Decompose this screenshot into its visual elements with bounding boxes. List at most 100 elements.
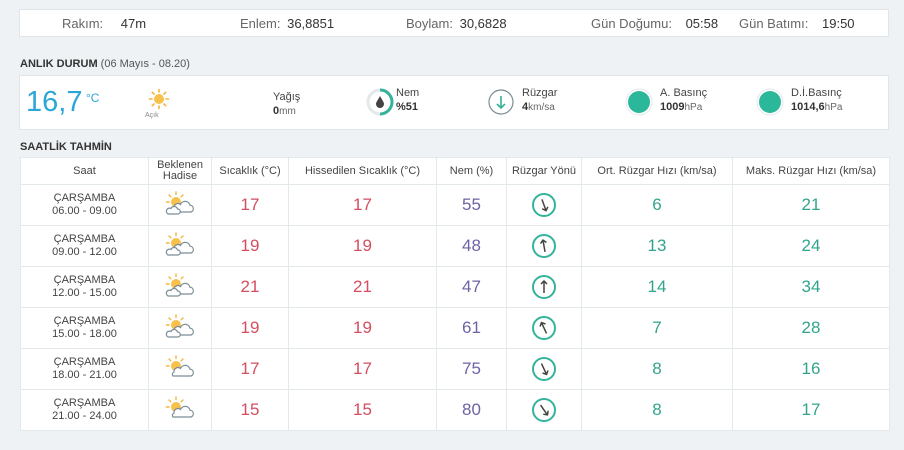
condition-cell bbox=[148, 266, 212, 308]
current-conditions-panel: 16,7 °C Açık Yağış 0mm Nem %51 Rüzgar 4k… bbox=[19, 75, 889, 130]
humidity-cell: 80 bbox=[436, 389, 507, 431]
humidity-cell: 48 bbox=[436, 225, 507, 267]
wind-label: Rüzgar bbox=[522, 87, 558, 99]
humidity-cell: 75 bbox=[436, 348, 507, 390]
day-label: ÇARŞAMBA bbox=[53, 397, 116, 409]
temperature-cell: 19 bbox=[211, 307, 289, 349]
sunset-value: 19:50 bbox=[822, 16, 855, 31]
altitude-value: 47m bbox=[120, 16, 147, 31]
header-time: Saat bbox=[20, 157, 149, 185]
longitude-info: Boylam: 30,6828 bbox=[406, 10, 507, 38]
longitude-value: 30,6828 bbox=[459, 16, 507, 31]
mostly-sunny-icon bbox=[165, 395, 194, 418]
temperature-cell: 19 bbox=[211, 225, 289, 267]
header-wind-direction: Rüzgar Yönü bbox=[506, 157, 582, 185]
table-row: ÇARŞAMBA 06.00 - 09.00 17 17 55 bbox=[20, 184, 890, 226]
location-info-bar: Rakım: 47m Enlem: 36,8851 Boylam: 30,682… bbox=[19, 9, 889, 37]
time-range: 21.00 - 24.00 bbox=[52, 410, 117, 422]
max-wind-cell: 21 bbox=[732, 184, 890, 226]
partly-cloudy-icon bbox=[165, 190, 194, 215]
table-row: ÇARŞAMBA 18.00 - 21.00 17 17 75 bbox=[20, 348, 890, 390]
feels-like-cell: 17 bbox=[288, 184, 437, 226]
wind-info: Rüzgar 4km/sa bbox=[522, 86, 557, 115]
header-feels-like: Hissedilen Sıcaklık (°C) bbox=[288, 157, 437, 185]
avg-wind-cell: 13 bbox=[581, 225, 733, 267]
time-cell: ÇARŞAMBA 09.00 - 12.00 bbox=[20, 225, 149, 267]
wind-direction-icon bbox=[488, 89, 514, 115]
time-cell: ÇARŞAMBA 18.00 - 21.00 bbox=[20, 348, 149, 390]
partly-cloudy-icon bbox=[165, 272, 194, 297]
feels-like-cell: 15 bbox=[288, 389, 437, 431]
wind-arrow-icon bbox=[540, 280, 548, 293]
latitude-label: Enlem: bbox=[240, 16, 281, 31]
sea-level-pressure-icon bbox=[756, 88, 784, 116]
wind-direction-cell bbox=[506, 266, 582, 308]
temperature-cell: 15 bbox=[211, 389, 289, 431]
max-wind-cell: 28 bbox=[732, 307, 890, 349]
sea-level-pressure-label: D.İ.Basınç bbox=[791, 87, 842, 99]
condition-cell bbox=[148, 307, 212, 349]
sunset-info: Gün Batımı: 19:50 bbox=[739, 10, 855, 38]
wind-direction-cell bbox=[506, 184, 582, 226]
avg-wind-cell: 8 bbox=[581, 389, 733, 431]
temperature-cell: 21 bbox=[211, 266, 289, 308]
wind-unit: km/sa bbox=[528, 102, 555, 113]
current-subtitle: (06 Mayıs - 08.20) bbox=[100, 58, 190, 70]
humidity-cell: 47 bbox=[436, 266, 507, 308]
max-wind-cell: 34 bbox=[732, 266, 890, 308]
condition-label: Açık bbox=[145, 112, 159, 119]
header-condition-line2: Hadise bbox=[162, 170, 198, 182]
wind-arrow-icon bbox=[540, 363, 549, 376]
max-wind-cell: 16 bbox=[732, 348, 890, 390]
humidity-cell: 55 bbox=[436, 184, 507, 226]
precipitation-label: Yağış bbox=[273, 91, 301, 103]
wind-direction-badge bbox=[532, 357, 556, 381]
header-humidity: Nem (%) bbox=[436, 157, 507, 185]
wind-arrow-icon bbox=[539, 321, 548, 334]
sunrise-info: Gün Doğumu: 05:58 bbox=[591, 10, 718, 38]
hourly-forecast-table: Saat Beklenen Hadise Sıcaklık (°C) Hissed… bbox=[20, 157, 890, 431]
table-row: ÇARŞAMBA 09.00 - 12.00 19 19 48 bbox=[20, 225, 890, 267]
day-label: ÇARŞAMBA bbox=[53, 233, 116, 245]
temperature-unit: °C bbox=[86, 91, 100, 105]
time-range: 06.00 - 09.00 bbox=[52, 205, 117, 217]
time-cell: ÇARŞAMBA 21.00 - 24.00 bbox=[20, 389, 149, 431]
table-row: ÇARŞAMBA 15.00 - 18.00 19 19 61 bbox=[20, 307, 890, 349]
wind-direction-cell bbox=[506, 307, 582, 349]
latitude-info: Enlem: 36,8851 bbox=[240, 10, 334, 38]
time-range: 12.00 - 15.00 bbox=[52, 287, 117, 299]
humidity-value: %51 bbox=[396, 101, 419, 113]
pressure-label: A. Basınç bbox=[660, 87, 708, 99]
table-row: ÇARŞAMBA 12.00 - 15.00 21 21 47 bbox=[20, 266, 890, 308]
sea-level-pressure-unit: hPa bbox=[824, 102, 843, 113]
altitude-info: Rakım: 47m bbox=[62, 10, 146, 38]
sun-icon bbox=[148, 88, 170, 110]
forecast-section-title: SAATLİK TAHMİN bbox=[20, 141, 112, 153]
wind-arrow-icon bbox=[539, 404, 549, 416]
table-row: ÇARŞAMBA 21.00 - 24.00 15 15 80 bbox=[20, 389, 890, 431]
sea-level-pressure-info: D.İ.Basınç 1014,6hPa bbox=[791, 86, 842, 115]
wind-direction-cell bbox=[506, 225, 582, 267]
day-label: ÇARŞAMBA bbox=[53, 274, 116, 286]
wind-direction-cell bbox=[506, 389, 582, 431]
pressure-info: A. Basınç 1009hPa bbox=[660, 86, 707, 115]
partly-cloudy-icon bbox=[165, 313, 194, 338]
partly-cloudy-icon bbox=[165, 231, 194, 256]
humidity-gauge-icon bbox=[366, 88, 394, 116]
altitude-label: Rakım: bbox=[62, 16, 104, 31]
sea-level-pressure-value: 1014,6 bbox=[791, 101, 825, 113]
header-temperature: Sıcaklık (°C) bbox=[211, 157, 289, 185]
longitude-label: Boylam: bbox=[406, 16, 453, 31]
time-range: 09.00 - 12.00 bbox=[52, 246, 117, 258]
avg-wind-cell: 8 bbox=[581, 348, 733, 390]
wind-direction-badge bbox=[532, 275, 556, 299]
wind-direction-badge bbox=[532, 398, 556, 422]
table-header-row: Saat Beklenen Hadise Sıcaklık (°C) Hissed… bbox=[20, 157, 890, 185]
precipitation-info: Yağış 0mm bbox=[273, 90, 300, 119]
sunset-label: Gün Batımı: bbox=[739, 16, 809, 31]
pressure-value: 1009 bbox=[660, 101, 685, 113]
precipitation-unit: mm bbox=[279, 106, 296, 117]
wind-direction-badge bbox=[532, 316, 556, 340]
time-range: 18.00 - 21.00 bbox=[52, 369, 117, 381]
pressure-gauge-icon bbox=[625, 88, 653, 116]
